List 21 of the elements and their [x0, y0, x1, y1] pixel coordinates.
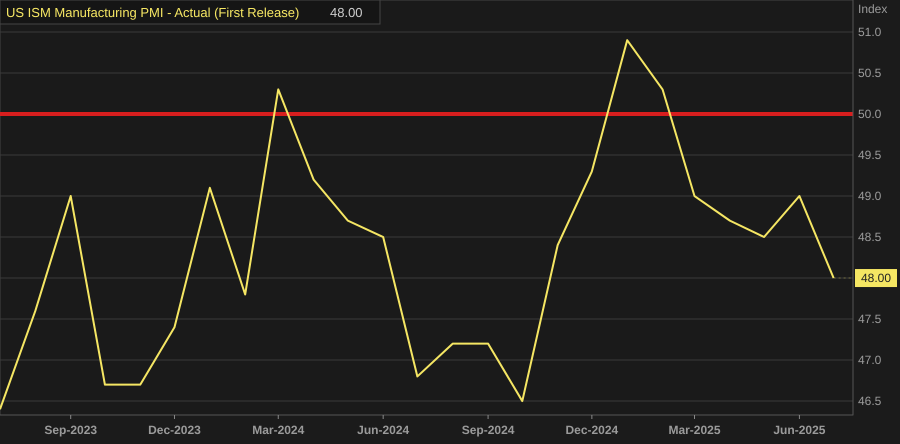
x-tick-label: Jun-2024 — [357, 423, 410, 437]
x-tick-label: Sep-2024 — [462, 423, 515, 437]
y-tick-label: 49.5 — [858, 148, 882, 162]
y-tick-label: 46.5 — [858, 394, 882, 408]
text: US ISM Manufacturing PMI - Actual (First Release) — [6, 5, 300, 20]
x-tick-label: Jun-2025 — [773, 423, 826, 437]
x-tick-label: Mar-2025 — [668, 423, 721, 437]
y-tick-label: 47.0 — [858, 353, 882, 368]
x-tick-label: Mar-2024 — [252, 423, 305, 437]
y-tick-label: 48.5 — [858, 230, 882, 244]
y-tick-label: 49.0 — [858, 189, 882, 204]
y-tick-label: 50.5 — [858, 66, 882, 80]
y-tick-label: 50.0 — [858, 107, 882, 121]
x-tick-label: Dec-2023 — [148, 423, 202, 437]
annotation: 48.00 — [860, 271, 892, 286]
y-axis-title: Index — [858, 2, 888, 16]
y-tick-label: 47.5 — [858, 312, 882, 326]
x-tick-label: Sep-2023 — [44, 423, 98, 437]
y-tick-label: 51.0 — [858, 24, 882, 39]
x-tick-label: Dec-2024 — [565, 423, 619, 437]
text: 48.00 — [330, 5, 363, 20]
